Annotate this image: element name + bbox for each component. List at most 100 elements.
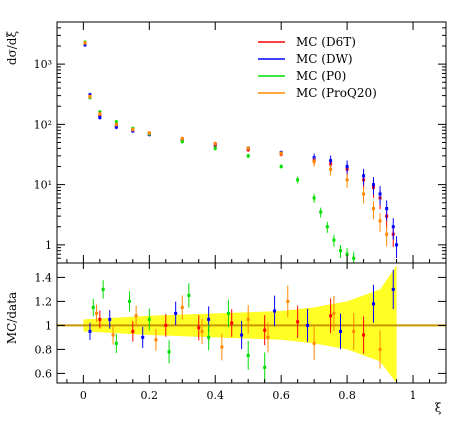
ratio-point <box>240 333 244 337</box>
ratio-point <box>101 287 105 291</box>
main-point <box>345 164 349 168</box>
ratio-point <box>329 314 333 318</box>
ratio-point <box>108 317 112 321</box>
ratio-point <box>174 311 178 315</box>
ratio-point <box>88 329 92 333</box>
data-uncertainty-band <box>83 265 397 383</box>
ratio-point <box>263 328 267 332</box>
ratio-point <box>95 311 99 315</box>
main-ylabel: dσ/dξ <box>5 31 19 66</box>
main-point <box>246 146 250 150</box>
main-point <box>352 256 356 260</box>
main-point <box>98 115 102 119</box>
main-y-tick-label: 1 <box>45 239 52 252</box>
main-point <box>339 249 343 253</box>
ratio-point <box>167 350 171 354</box>
main-point <box>180 139 184 143</box>
ratio-point <box>371 302 375 306</box>
main-point <box>213 142 217 146</box>
ratio-point <box>362 333 366 337</box>
legend-label-d6t: MC (D6T) <box>296 35 356 49</box>
main-point <box>114 125 118 129</box>
main-frame <box>56 21 447 264</box>
x-tick-label: 0.4 <box>206 389 224 402</box>
ratio-y-tick-label: 1.4 <box>35 271 53 284</box>
main-point <box>88 95 92 99</box>
ratio-point <box>286 299 290 303</box>
ratio-point <box>296 320 300 324</box>
main-point <box>180 137 184 141</box>
ratio-point <box>273 309 277 313</box>
ratio-frame <box>56 262 447 384</box>
x-tick-label: 1 <box>410 389 417 402</box>
ratio-point <box>378 347 382 351</box>
legend-label-dw: MC (DW) <box>296 52 353 66</box>
main-point <box>362 174 366 178</box>
axes-layer: 0 0.2 0.4 0.6 0.8 1 10³ 10² 10¹ 1 0.6 0.8 1 1.2 1.4 <box>34 21 447 402</box>
ratio-point <box>197 326 201 330</box>
ratio-point <box>141 335 145 339</box>
x-tick-label: 0.6 <box>272 389 290 402</box>
main-point <box>325 225 329 229</box>
ratio-point <box>263 365 267 369</box>
main-point <box>395 243 399 247</box>
main-point <box>114 120 118 124</box>
x-tick-label: 0 <box>80 389 87 402</box>
main-y-tick-label: 10² <box>34 118 52 131</box>
ratio-point <box>114 341 118 345</box>
main-y-tick-label: 10¹ <box>34 179 52 192</box>
main-point <box>319 210 323 214</box>
legend-label-p0: MC (P0) <box>296 69 346 83</box>
ratio-point <box>111 333 115 337</box>
main-point <box>83 41 87 45</box>
main-point <box>279 151 283 155</box>
main-point <box>246 154 250 158</box>
ratio-y-tick-label: 1 <box>45 319 52 332</box>
marks-layer <box>83 40 399 383</box>
main-point <box>312 196 316 200</box>
ratio-y-tick-label: 0.6 <box>35 367 53 380</box>
main-point <box>98 112 102 116</box>
main-point <box>371 207 375 211</box>
ratio-point <box>220 345 224 349</box>
ratio-point <box>180 305 184 309</box>
ratio-point <box>312 341 316 345</box>
ratio-point <box>131 329 135 333</box>
main-point <box>332 238 336 242</box>
ratio-point <box>134 314 138 318</box>
ratio-point <box>207 317 211 321</box>
main-point <box>345 178 349 182</box>
ratio-point <box>187 293 191 297</box>
main-y-tick-label: 10³ <box>34 58 52 71</box>
ratio-point <box>352 329 356 333</box>
main-point <box>378 219 382 223</box>
ratio-ylabel: MC/data <box>5 292 19 344</box>
main-point <box>391 225 395 229</box>
ratio-point <box>246 353 250 357</box>
ratio-y-tick-label: 0.8 <box>35 343 53 356</box>
ratio-point <box>266 335 270 339</box>
ratio-point <box>98 317 102 321</box>
ratio-point <box>339 329 343 333</box>
legend-label-proq20: MC (ProQ20) <box>296 86 377 100</box>
main-point <box>279 164 283 168</box>
ratio-point <box>332 311 336 315</box>
main-point <box>147 131 151 135</box>
main-point <box>385 207 389 211</box>
legend: MC (D6T) MC (DW) MC (P0) MC (ProQ20) <box>258 35 377 100</box>
main-point <box>296 178 300 182</box>
ratio-point <box>306 323 310 327</box>
ratio-point <box>164 323 168 327</box>
ratio-point <box>207 335 211 339</box>
ratio-point <box>91 305 95 309</box>
xlabel: ξ <box>435 401 442 415</box>
main-point <box>345 252 349 256</box>
x-tick-label: 0.8 <box>338 389 356 402</box>
main-point <box>378 192 382 196</box>
ratio-point <box>200 329 204 333</box>
ratio-y-tick-label: 1.2 <box>35 295 53 308</box>
main-point <box>371 183 375 187</box>
ratio-point <box>128 299 132 303</box>
main-point <box>329 167 333 171</box>
